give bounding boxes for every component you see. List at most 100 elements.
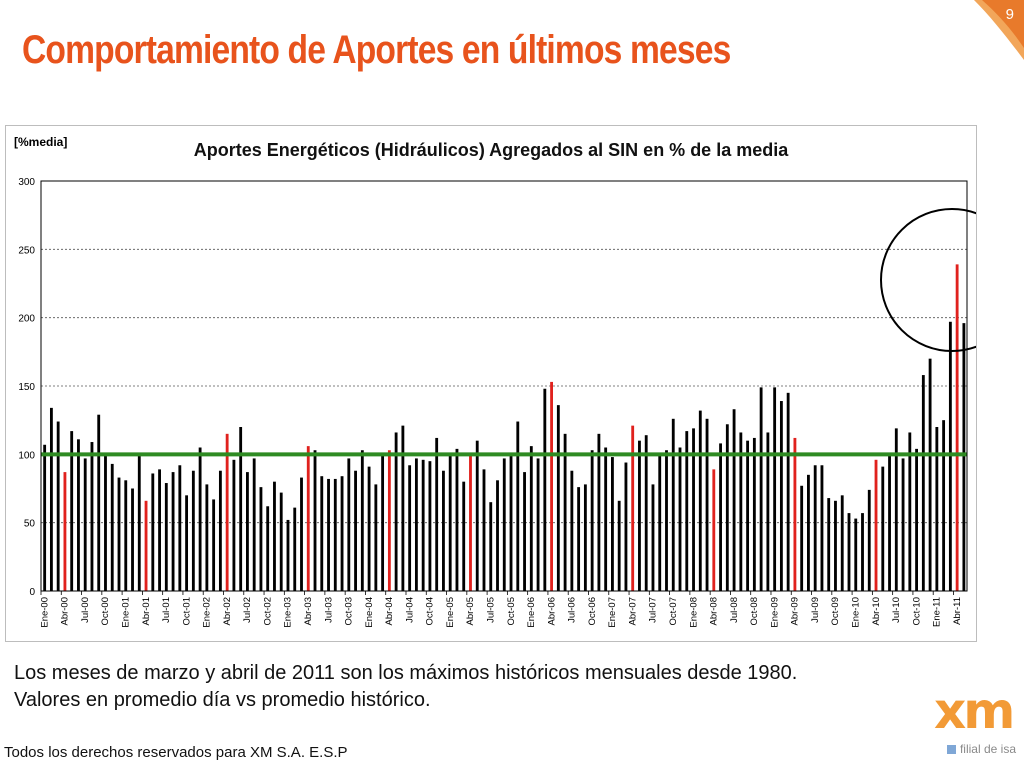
bar bbox=[442, 470, 445, 591]
bar bbox=[786, 392, 790, 591]
bar bbox=[685, 431, 689, 591]
bar bbox=[104, 455, 107, 591]
x-tick-label: Oct-08 bbox=[749, 597, 760, 626]
bar bbox=[611, 457, 614, 591]
x-tick-label: Abr-01 bbox=[141, 597, 152, 626]
x-tick-label: Abr-09 bbox=[790, 597, 801, 626]
bar bbox=[942, 420, 946, 591]
bar bbox=[164, 483, 168, 591]
bar bbox=[509, 455, 513, 591]
bar bbox=[752, 437, 756, 591]
x-tick-label: Oct-09 bbox=[830, 597, 841, 626]
caption-line-2: Valores en promedio día vs promedio hist… bbox=[14, 689, 431, 711]
bar bbox=[604, 447, 608, 591]
bar-highlight bbox=[469, 455, 472, 591]
logo-tagline-row: filial de isa bbox=[946, 742, 1016, 756]
bar bbox=[49, 407, 53, 591]
bar bbox=[320, 476, 324, 591]
bar bbox=[935, 427, 939, 591]
y-tick-label: 100 bbox=[18, 450, 35, 461]
bar bbox=[293, 507, 297, 591]
bar bbox=[915, 448, 918, 591]
bar bbox=[340, 476, 344, 591]
corner-decoration bbox=[974, 0, 1024, 60]
bar bbox=[394, 432, 398, 591]
bar bbox=[273, 481, 276, 591]
x-tick-label: Abr-04 bbox=[384, 597, 395, 626]
bar bbox=[232, 459, 236, 591]
bar bbox=[962, 323, 966, 591]
bar bbox=[665, 450, 668, 591]
bar bbox=[259, 487, 263, 591]
x-tick-label: Abr-05 bbox=[465, 597, 476, 626]
x-tick-label: Jul-09 bbox=[810, 597, 821, 623]
bar bbox=[435, 437, 439, 591]
bar bbox=[624, 462, 628, 591]
bar bbox=[205, 484, 209, 591]
bar bbox=[374, 484, 378, 591]
bar bbox=[43, 444, 47, 591]
bar bbox=[381, 455, 385, 591]
bar bbox=[800, 485, 804, 591]
bar bbox=[327, 478, 330, 591]
bar-highlight bbox=[63, 472, 67, 591]
highlight-circle bbox=[880, 208, 976, 352]
bar bbox=[651, 484, 655, 591]
x-tick-label: Jul-04 bbox=[404, 597, 415, 623]
bar bbox=[428, 461, 432, 591]
bar bbox=[56, 421, 60, 591]
bar bbox=[590, 450, 594, 591]
bar bbox=[671, 418, 675, 591]
x-tick-label: Oct-02 bbox=[262, 597, 273, 626]
bar bbox=[218, 470, 222, 591]
bar bbox=[83, 458, 87, 591]
bar bbox=[725, 424, 729, 591]
bar bbox=[827, 498, 831, 591]
x-tick-label: Oct-04 bbox=[425, 597, 436, 626]
bar bbox=[252, 458, 256, 591]
bar bbox=[901, 458, 905, 591]
y-tick-label: 50 bbox=[24, 519, 36, 530]
bar bbox=[847, 513, 851, 591]
bar bbox=[597, 433, 601, 591]
bar bbox=[286, 519, 290, 591]
bar bbox=[536, 458, 540, 591]
x-tick-label: Ene-08 bbox=[688, 597, 699, 628]
bar bbox=[739, 432, 743, 591]
slide-title: Comportamiento de Aportes en últimos mes… bbox=[22, 28, 731, 72]
x-tick-label: Ene-07 bbox=[607, 597, 618, 628]
x-tick-label: Ene-01 bbox=[120, 597, 131, 628]
bar bbox=[644, 435, 648, 591]
bar bbox=[77, 439, 80, 591]
x-tick-label: Ene-02 bbox=[202, 597, 213, 628]
x-tick-label: Jul-00 bbox=[80, 597, 91, 623]
bar bbox=[678, 447, 682, 591]
x-tick-label: Ene-06 bbox=[526, 597, 537, 628]
bar bbox=[773, 387, 777, 591]
x-tick-label: Jul-05 bbox=[485, 597, 496, 623]
x-tick-label: Abr-08 bbox=[709, 597, 720, 626]
bar bbox=[462, 481, 466, 591]
x-tick-label: Ene-03 bbox=[283, 597, 294, 628]
bar bbox=[124, 480, 128, 591]
bar bbox=[529, 446, 533, 591]
bar bbox=[158, 469, 161, 591]
bar bbox=[854, 518, 858, 591]
logo-wordmark: xm bbox=[934, 682, 1015, 740]
bar bbox=[367, 466, 371, 591]
bar bbox=[523, 472, 526, 591]
x-tick-label: Oct-00 bbox=[100, 597, 111, 626]
bar bbox=[171, 472, 175, 591]
y-tick-label: 0 bbox=[29, 587, 35, 598]
bar bbox=[888, 455, 891, 591]
logo-dot-icon bbox=[946, 745, 956, 755]
bar bbox=[766, 432, 770, 591]
bar bbox=[408, 465, 412, 591]
logo-tagline: filial de isa bbox=[959, 742, 1016, 756]
footer-copyright: Todos los derechos reservados para XM S.… bbox=[4, 744, 348, 761]
bar bbox=[807, 474, 810, 591]
bar bbox=[732, 409, 736, 591]
bar bbox=[185, 495, 189, 591]
bar bbox=[110, 463, 114, 591]
bar bbox=[90, 442, 94, 591]
